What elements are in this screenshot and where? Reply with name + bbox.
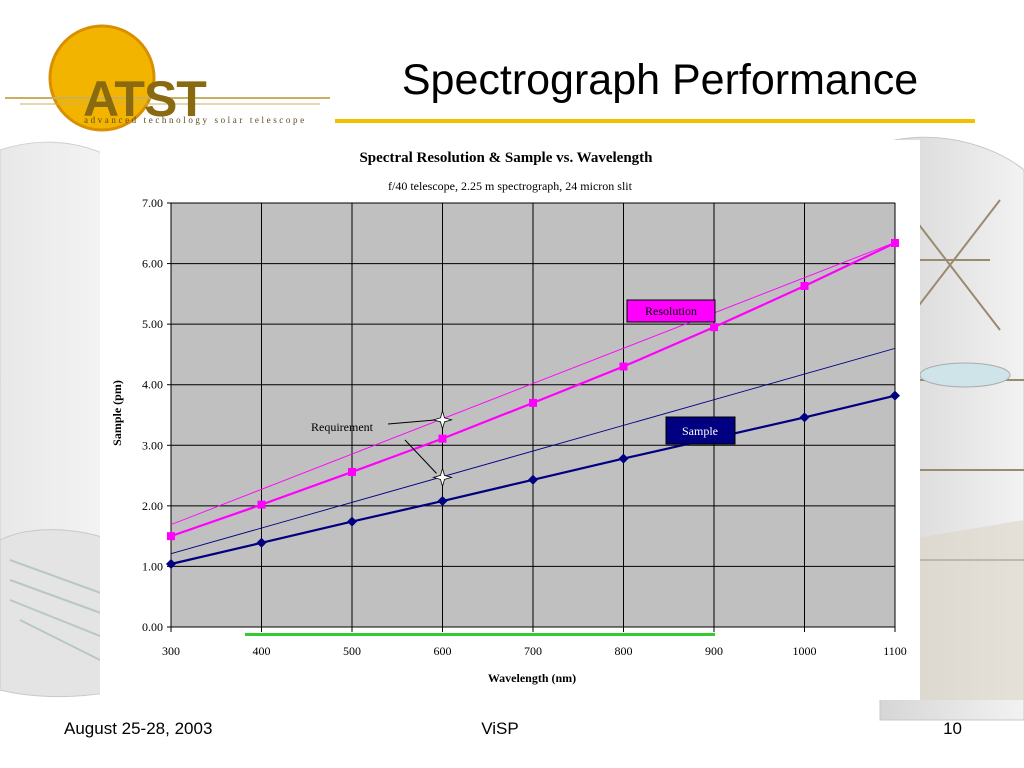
left-dome-ribs: [9, 559, 121, 661]
data-point-resolution: [800, 281, 809, 290]
resolution-label-box: [626, 299, 716, 323]
data-point-resolution: [619, 362, 628, 371]
atst-logo-icon: [5, 24, 330, 132]
requirement-line: [170, 241, 896, 526]
data-point-sample: [437, 496, 448, 507]
data-point-resolution: [710, 323, 718, 332]
data-point-sample: [528, 474, 538, 485]
data-point-resolution: [257, 500, 266, 509]
x-tick-label: 1000: [793, 644, 817, 658]
y-tick-label: 0.00: [142, 620, 163, 634]
y-tick-label: 3.00: [142, 438, 163, 452]
y-tick-label: 4.00: [142, 378, 163, 392]
sample-label: Sample: [682, 424, 718, 438]
footer-center: ViSP: [481, 719, 519, 738]
x-tick-label: 500: [343, 644, 361, 658]
y-tick-label: 1.00: [142, 559, 163, 573]
y-tick-label: 2.00: [142, 499, 163, 513]
data-point-resolution: [167, 532, 175, 541]
data-point-sample: [799, 412, 810, 423]
x-tick-label: 900: [705, 644, 723, 658]
data-point-sample: [166, 559, 176, 570]
chart-subtitle: f/40 telescope, 2.25 m spectrograph, 24 …: [388, 179, 633, 193]
data-point-resolution: [438, 434, 447, 443]
data-point-sample: [890, 390, 900, 401]
requirement-label: Requirement: [311, 420, 374, 434]
data-point-resolution: [348, 467, 356, 476]
plot-area: 0.00 1.00 2.00 3.00 4.00 5.00 6.00 7.00 300 400 50…: [142, 196, 907, 658]
requirement-arrow: [387, 419, 437, 425]
resolution-label: Resolution: [645, 304, 697, 318]
x-tick-label: 700: [524, 644, 542, 658]
x-axis-label: Wavelength (nm): [488, 671, 576, 685]
x-tick-label: 1100: [883, 644, 907, 658]
y-tick-label: 7.00: [142, 196, 163, 210]
sample-label-box: [665, 416, 736, 445]
data-point-sample: [256, 537, 267, 548]
footer-date: August 25-28, 2003: [64, 719, 213, 738]
requirement-star-icon: [432, 409, 453, 431]
chart-title: Spectral Resolution & Sample vs. Wavelen…: [359, 150, 653, 166]
x-tick-label: 800: [615, 644, 633, 658]
axis-highlight-bar: [245, 633, 715, 636]
data-point-resolution: [529, 398, 537, 407]
footer-page-number: 10: [943, 719, 962, 738]
x-tick-label: 600: [434, 644, 452, 658]
data-point-sample: [347, 516, 357, 527]
y-tick-label: 5.00: [142, 317, 163, 331]
logo-subtitle: advanced technology solar telescope: [84, 115, 307, 125]
logo-text: ATST: [83, 71, 207, 127]
slide-title: Spectrograph Performance: [401, 56, 919, 104]
y-axis-label: Sample (pm): [110, 380, 124, 446]
title-underline: [335, 119, 975, 123]
x-tick-label: 300: [162, 644, 180, 658]
x-tick-label: 400: [253, 644, 271, 658]
requirement-line: [170, 347, 896, 555]
requirement-arrow: [404, 439, 437, 474]
y-tick-label: 6.00: [142, 257, 163, 271]
data-point-sample: [618, 453, 629, 464]
data-point-resolution: [891, 238, 899, 247]
requirement-star-icon: [432, 466, 453, 488]
